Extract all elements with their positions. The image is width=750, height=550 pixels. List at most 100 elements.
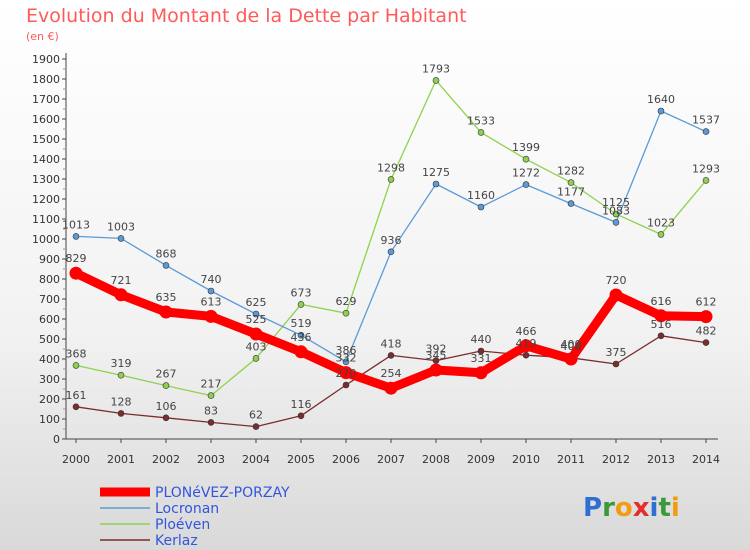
data-label: 418: [381, 337, 402, 350]
y-tick-label: 200: [39, 393, 60, 406]
x-tick-label: 2004: [242, 453, 270, 466]
data-point: [204, 309, 218, 323]
axes: 0 100 200 300 400 500 600 700 800 900 1000 1100 1200…: [32, 53, 720, 466]
data-label: 1399: [512, 141, 540, 154]
y-tick-label: 1400: [32, 153, 60, 166]
data-point: [657, 107, 665, 115]
data-label: 83: [204, 404, 218, 417]
y-tick-label: 1000: [32, 233, 60, 246]
x-tick-label: 2006: [332, 453, 360, 466]
data-label: 1125: [602, 196, 630, 209]
data-label: 368: [66, 347, 87, 360]
data-point: [342, 358, 350, 366]
data-label: 440: [471, 333, 492, 346]
data-point: [612, 219, 620, 226]
data-label: 1023: [647, 216, 675, 229]
data-label: 331: [471, 352, 492, 365]
data-point: [429, 363, 443, 377]
x-tick-label: 2003: [197, 453, 225, 466]
x-tick-label: 2000: [62, 453, 90, 466]
data-label: 1160: [467, 189, 495, 202]
y-tick-label: 800: [39, 273, 60, 286]
data-point: [519, 339, 533, 353]
data-point: [72, 233, 80, 240]
data-labels: 161 128 106 83 62 116 270 418 392 440 419 406 375 516…: [62, 62, 720, 421]
x-tick-label: 2002: [152, 453, 180, 466]
data-label: 62: [249, 409, 263, 422]
svg-text:Proxiti: Proxiti: [583, 493, 680, 523]
data-point: [657, 231, 665, 238]
x-tick-label: 2012: [602, 453, 630, 466]
data-point: [69, 266, 83, 280]
data-point: [162, 414, 170, 422]
y-tick-label: 700: [39, 293, 60, 306]
y-tick-label: 1900: [32, 53, 60, 66]
data-point: [654, 309, 668, 323]
data-point: [564, 352, 578, 366]
data-label: 217: [201, 378, 222, 391]
data-label: 1282: [557, 165, 585, 178]
data-point: [522, 155, 530, 163]
proxiti-logo: Proxiti: [583, 493, 680, 523]
data-label: 436: [291, 331, 312, 344]
y-tick-label: 300: [39, 373, 60, 386]
y-tick-label: 1300: [32, 173, 60, 186]
data-label: 161: [66, 389, 87, 402]
x-tick-label: 2014: [692, 453, 720, 466]
data-point: [477, 129, 485, 136]
y-tick-label: 1700: [32, 93, 60, 106]
y-tick-label: 500: [39, 333, 60, 346]
data-point: [72, 362, 80, 369]
data-label: 1275: [422, 166, 450, 179]
data-label: 721: [111, 274, 132, 287]
data-label: 466: [516, 325, 537, 338]
data-point: [384, 381, 398, 395]
data-point: [432, 77, 440, 84]
data-label: 868: [156, 247, 177, 260]
data-point: [387, 248, 395, 256]
data-point: [612, 210, 620, 218]
data-point: [117, 371, 125, 379]
data-label: 1537: [692, 114, 720, 127]
data-point: [252, 355, 260, 362]
data-point: [477, 203, 485, 211]
data-point: [477, 347, 485, 355]
data-label: 1013: [62, 218, 90, 231]
data-label: 625: [246, 296, 267, 309]
data-label: 1177: [557, 186, 585, 199]
data-label: 116: [291, 398, 312, 411]
data-point: [117, 235, 125, 242]
y-tick-label: 1100: [32, 213, 60, 226]
y-tick-label: 600: [39, 313, 60, 326]
y-tick-label: 900: [39, 253, 60, 266]
x-tick-label: 2013: [647, 453, 675, 466]
y-tick-label: 1200: [32, 193, 60, 206]
data-point: [609, 288, 623, 302]
data-point: [702, 177, 710, 184]
data-label: 1272: [512, 167, 540, 180]
data-label: 400: [561, 338, 582, 351]
data-label: 1083: [602, 204, 630, 217]
data-label: 612: [696, 296, 717, 309]
data-point: [702, 339, 710, 346]
data-point: [294, 345, 308, 359]
x-tick-label: 2005: [287, 453, 315, 466]
series-points: [69, 77, 713, 430]
data-point: [612, 360, 620, 368]
y-tick-label: 0: [53, 433, 60, 446]
data-point: [699, 310, 713, 324]
y-tick-label: 400: [39, 353, 60, 366]
y-tick-label: 1500: [32, 133, 60, 146]
data-label: 270: [336, 367, 357, 380]
data-point: [114, 288, 128, 302]
data-label: 106: [156, 400, 177, 413]
data-point: [252, 310, 260, 318]
data-point: [297, 412, 305, 420]
data-label: 525: [246, 313, 267, 326]
data-label: 720: [606, 274, 627, 287]
data-point: [657, 332, 665, 340]
data-point: [522, 181, 530, 188]
data-point: [567, 179, 575, 186]
